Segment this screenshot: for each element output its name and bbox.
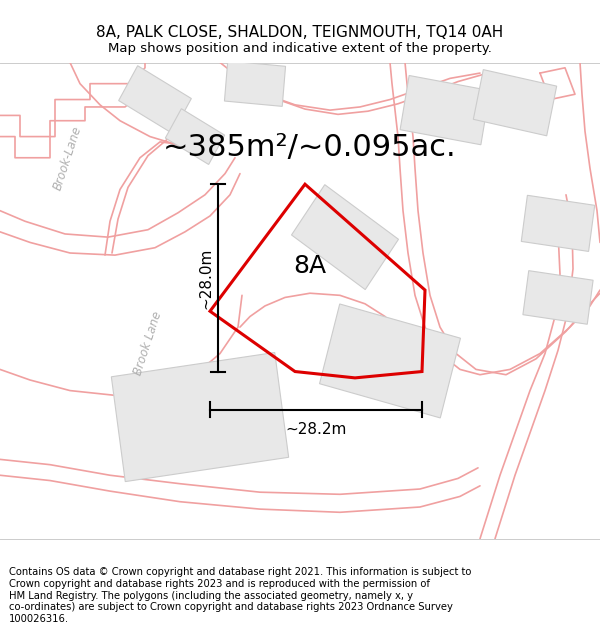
Text: Contains OS data © Crown copyright and database right 2021. This information is : Contains OS data © Crown copyright and d… [9, 568, 472, 624]
Text: 8A, PALK CLOSE, SHALDON, TEIGNMOUTH, TQ14 0AH: 8A, PALK CLOSE, SHALDON, TEIGNMOUTH, TQ1… [97, 25, 503, 40]
Polygon shape [224, 61, 286, 106]
Text: Brook Lane: Brook Lane [131, 309, 164, 376]
Text: ~385m²/~0.095ac.: ~385m²/~0.095ac. [163, 132, 457, 162]
Polygon shape [119, 66, 191, 133]
Text: ~28.0m: ~28.0m [198, 247, 213, 309]
Polygon shape [166, 109, 224, 164]
Polygon shape [112, 352, 289, 482]
Text: ~28.2m: ~28.2m [286, 422, 347, 437]
Polygon shape [473, 69, 557, 136]
Polygon shape [320, 304, 460, 418]
Text: Brook-Lane: Brook-Lane [52, 124, 85, 191]
Text: 8A: 8A [293, 254, 326, 278]
Polygon shape [523, 271, 593, 324]
Polygon shape [292, 184, 398, 289]
Polygon shape [521, 195, 595, 251]
Polygon shape [400, 76, 490, 145]
Text: Map shows position and indicative extent of the property.: Map shows position and indicative extent… [108, 42, 492, 55]
